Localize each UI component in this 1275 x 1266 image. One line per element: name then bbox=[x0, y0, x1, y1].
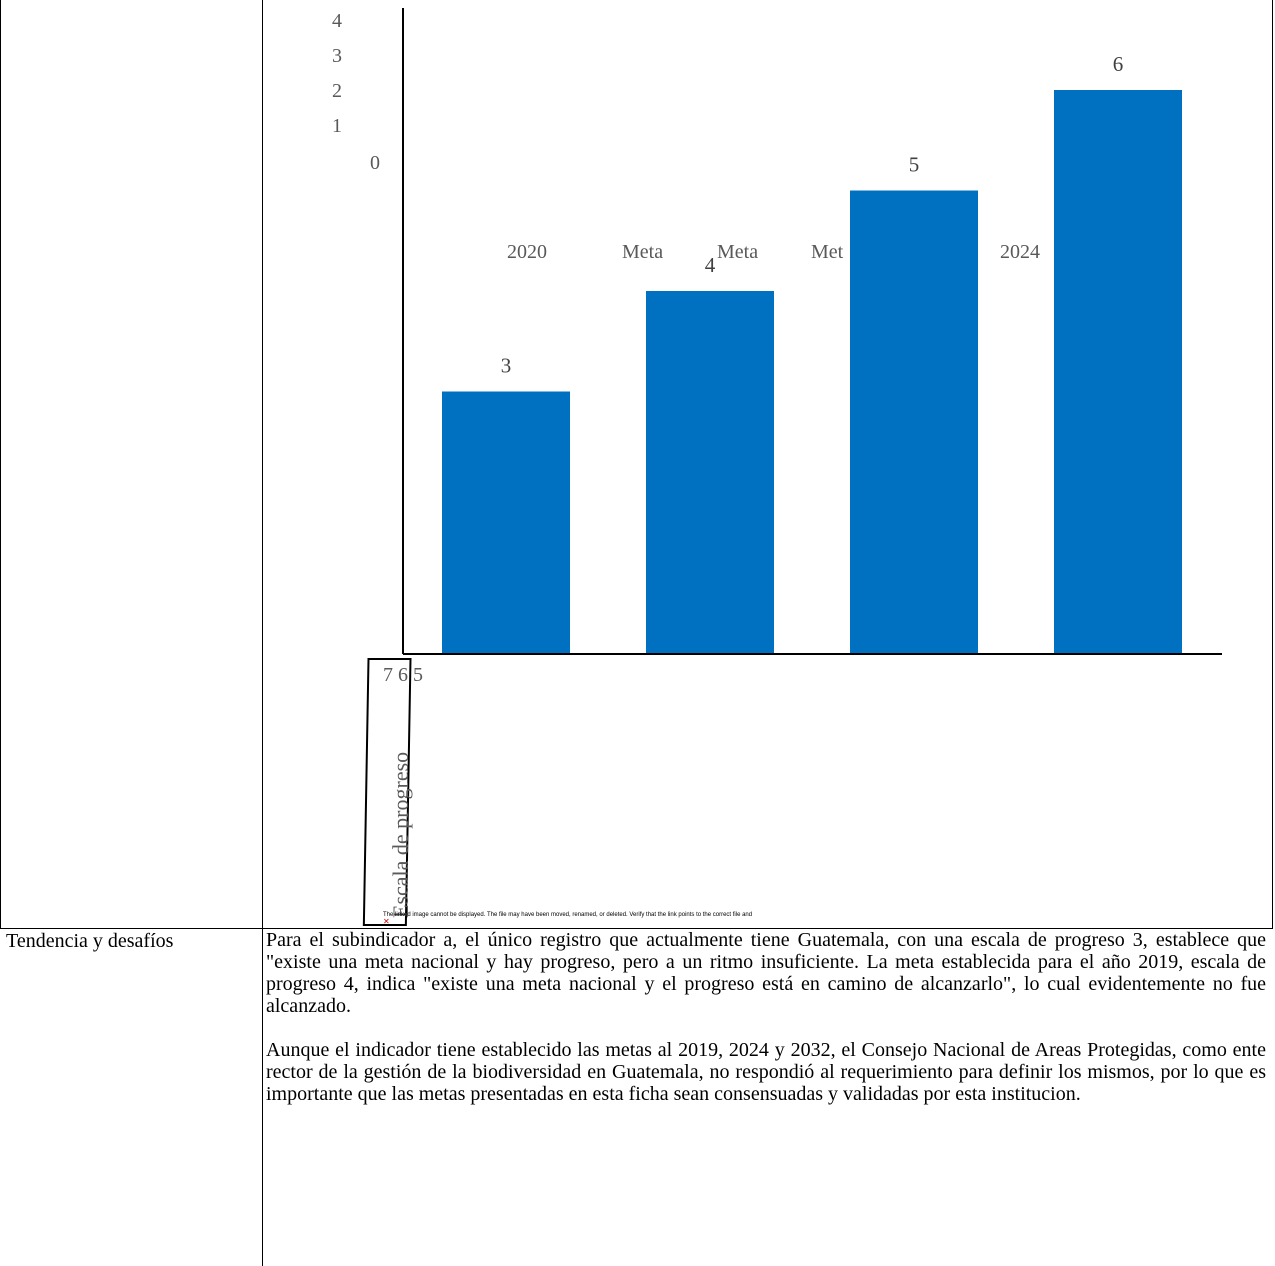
table-column-divider bbox=[262, 0, 263, 1266]
bar-value-label: 4 bbox=[705, 253, 716, 277]
y-tick-label: 2 bbox=[332, 80, 342, 102]
bar bbox=[442, 391, 570, 653]
broken-image-notice: The linked image cannot be displayed. Th… bbox=[383, 912, 752, 918]
bar-value-label: 3 bbox=[501, 354, 512, 378]
x-category-label: Meta bbox=[717, 241, 758, 263]
x-category-label: Met bbox=[811, 241, 844, 263]
x-category-label: 2020 bbox=[507, 241, 547, 263]
broken-image-icon: ✕ bbox=[383, 917, 390, 926]
progress-bar-chart: 4 3 2 1 0 3 4 5 6 2020 Meta Meta Met 2024 7… bbox=[332, 8, 1222, 926]
table-right-border bbox=[1272, 0, 1273, 928]
bar bbox=[1054, 90, 1182, 653]
bar bbox=[850, 190, 978, 653]
bars-group: 3 4 5 6 bbox=[442, 52, 1182, 653]
x-category-label: Meta bbox=[622, 241, 663, 263]
row-label: Tendencia y desafíos bbox=[6, 930, 174, 952]
table-left-border bbox=[0, 0, 1, 928]
trend-description: Para el subindicador a, el único registr… bbox=[266, 929, 1266, 1105]
y-tick-label: 1 bbox=[332, 115, 342, 137]
y-tick-label: 4 bbox=[332, 10, 342, 32]
y-tick-label: 3 bbox=[332, 45, 342, 67]
paragraph: Para el subindicador a, el único registr… bbox=[266, 929, 1266, 1017]
x-category-label: 2024 bbox=[1000, 241, 1040, 263]
paragraph: Aunque el indicador tiene establecido la… bbox=[266, 1039, 1266, 1105]
y-axis-title-frame bbox=[362, 658, 412, 926]
bar bbox=[646, 291, 774, 653]
bar-value-label: 6 bbox=[1113, 52, 1124, 76]
y-axis-title: Escala de progreso bbox=[388, 752, 413, 918]
bar-value-label: 5 bbox=[909, 153, 920, 177]
y-tick-label: 0 bbox=[370, 152, 380, 174]
y-tick-label-group: 7 6 5 bbox=[383, 664, 423, 686]
table-row-divider bbox=[0, 928, 1273, 929]
